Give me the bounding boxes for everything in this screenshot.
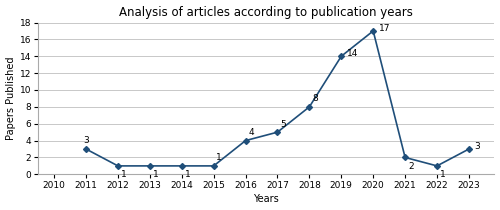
Text: 1: 1 (152, 170, 158, 179)
Text: 8: 8 (312, 94, 318, 103)
Text: 14: 14 (347, 49, 358, 58)
Text: 3: 3 (474, 142, 480, 151)
Text: 1: 1 (184, 170, 190, 179)
Title: Analysis of articles according to publication years: Analysis of articles according to public… (120, 5, 413, 18)
Text: 2: 2 (408, 161, 414, 171)
Text: 5: 5 (280, 120, 286, 129)
Text: 3: 3 (84, 136, 89, 146)
Text: 17: 17 (379, 24, 390, 33)
Text: 1: 1 (440, 170, 446, 179)
Text: 1: 1 (120, 170, 126, 179)
Text: 1: 1 (216, 153, 222, 162)
X-axis label: Years: Years (254, 194, 279, 205)
Y-axis label: Papers Published: Papers Published (6, 57, 16, 140)
Text: 4: 4 (248, 128, 254, 137)
